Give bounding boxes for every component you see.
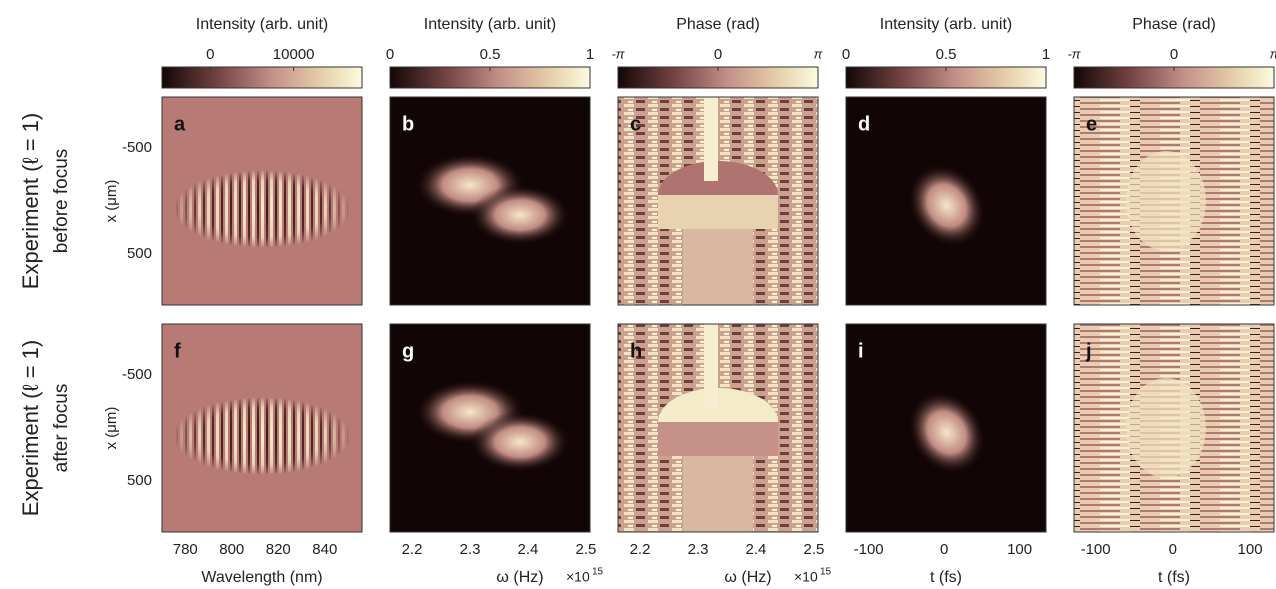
- panel-letter: e: [1086, 113, 1097, 135]
- y-tick-label: -500: [122, 366, 152, 383]
- x-tick-label: 2.5: [804, 541, 825, 558]
- colorbar-title: Intensity (arb. unit): [424, 16, 557, 33]
- colorbar-tick-label: 0: [842, 46, 850, 63]
- blob: [470, 412, 570, 472]
- panel-letter: h: [630, 340, 642, 362]
- x-tick-label: 0: [1169, 541, 1177, 558]
- row-label: Experiment (ℓ = 1): [18, 113, 43, 289]
- row-label: Experiment (ℓ = 1): [18, 340, 43, 516]
- y-tick-label: 500: [127, 472, 152, 489]
- phase-half: [658, 195, 778, 229]
- panel: [390, 324, 590, 532]
- panel: [618, 324, 818, 532]
- colorbar-title: Intensity (arb. unit): [880, 16, 1013, 33]
- panel: [1074, 324, 1274, 532]
- panel-letter: d: [858, 113, 870, 135]
- x-exponent: 15: [820, 567, 832, 578]
- x-tick-label: 2.2: [630, 541, 651, 558]
- phase-band: [704, 97, 718, 181]
- phase-swirl: [1126, 151, 1206, 251]
- panel: [162, 97, 362, 305]
- colorbar-tick-label: 0: [714, 46, 722, 63]
- x-tick-label: 100: [1007, 541, 1032, 558]
- blob: [470, 185, 570, 245]
- x-tick-label: 2.3: [688, 541, 709, 558]
- panel: [1074, 97, 1274, 305]
- fringe-fade: [172, 169, 352, 249]
- panel-letter: f: [174, 340, 181, 362]
- x-tick-label: 2.4: [518, 541, 539, 558]
- fringe-fade: [172, 396, 352, 476]
- x-axis-label: ω (Hz): [724, 569, 771, 586]
- row-sublabel: after focus: [51, 384, 72, 473]
- x-tick-label: 840: [312, 541, 337, 558]
- panel: [846, 324, 1046, 532]
- x-tick-label: 780: [173, 541, 198, 558]
- x-tick-label: 820: [266, 541, 291, 558]
- figure: Intensity (arb. unit)010000780800820840W…: [0, 0, 1276, 589]
- panel-letter: a: [174, 113, 186, 135]
- x-tick-label: 0: [940, 541, 948, 558]
- panel: [162, 324, 362, 532]
- phase-swirl: [1126, 378, 1206, 478]
- x-exponent: 15: [592, 567, 604, 578]
- x-tick-label: 2.2: [402, 541, 423, 558]
- y-axis-label: x (μm): [103, 407, 120, 450]
- panel-letter: b: [402, 113, 414, 135]
- colorbar-tick-label: -π: [1067, 46, 1080, 61]
- panel-letter: i: [858, 340, 864, 362]
- x-tick-label: -100: [854, 541, 884, 558]
- panel-letter: c: [630, 113, 641, 135]
- phase-half: [658, 422, 778, 456]
- colorbar-tick-label: 1: [586, 46, 594, 63]
- colorbar-title: Phase (rad): [1132, 16, 1216, 33]
- panel-letter: g: [402, 340, 414, 362]
- colorbar-title: Phase (rad): [676, 16, 760, 33]
- colorbar-tick-label: -π: [611, 46, 624, 61]
- y-axis-label: x (μm): [103, 180, 120, 223]
- colorbar-tick-label: π: [814, 46, 823, 61]
- colorbar-title: Intensity (arb. unit): [196, 16, 329, 33]
- x-multiplier: ×10: [566, 569, 590, 585]
- colorbar: [162, 67, 362, 88]
- panel: [846, 97, 1046, 305]
- x-tick-label: 2.4: [746, 541, 767, 558]
- x-tick-label: 100: [1238, 541, 1263, 558]
- stem: [683, 221, 753, 305]
- colorbar-tick-label: 0.5: [936, 46, 957, 63]
- y-tick-label: 500: [127, 245, 152, 262]
- colorbar-tick-label: 10000: [273, 46, 315, 63]
- stem: [683, 448, 753, 532]
- x-axis-label: t (fs): [930, 569, 962, 586]
- x-axis-label: Wavelength (nm): [201, 569, 322, 586]
- colorbar-tick-label: π: [1270, 46, 1276, 61]
- panel-letter: j: [1085, 340, 1092, 362]
- x-tick-label: 2.3: [460, 541, 481, 558]
- colorbar-tick-label: 0: [206, 46, 214, 63]
- x-tick-label: 800: [219, 541, 244, 558]
- y-tick-label: -500: [122, 139, 152, 156]
- x-axis-label: ω (Hz): [496, 569, 543, 586]
- colorbar-tick-label: 0.5: [480, 46, 501, 63]
- x-tick-label: -100: [1081, 541, 1111, 558]
- colorbar-tick-label: 0: [1170, 46, 1178, 63]
- x-multiplier: ×10: [794, 569, 818, 585]
- panel: [390, 97, 590, 305]
- phase-band: [704, 324, 718, 408]
- colorbar-tick-label: 1: [1042, 46, 1050, 63]
- x-axis-label: t (fs): [1158, 569, 1190, 586]
- colorbar-tick-label: 0: [386, 46, 394, 63]
- panel: [618, 97, 818, 305]
- row-sublabel: before focus: [51, 149, 72, 254]
- x-tick-label: 2.5: [576, 541, 597, 558]
